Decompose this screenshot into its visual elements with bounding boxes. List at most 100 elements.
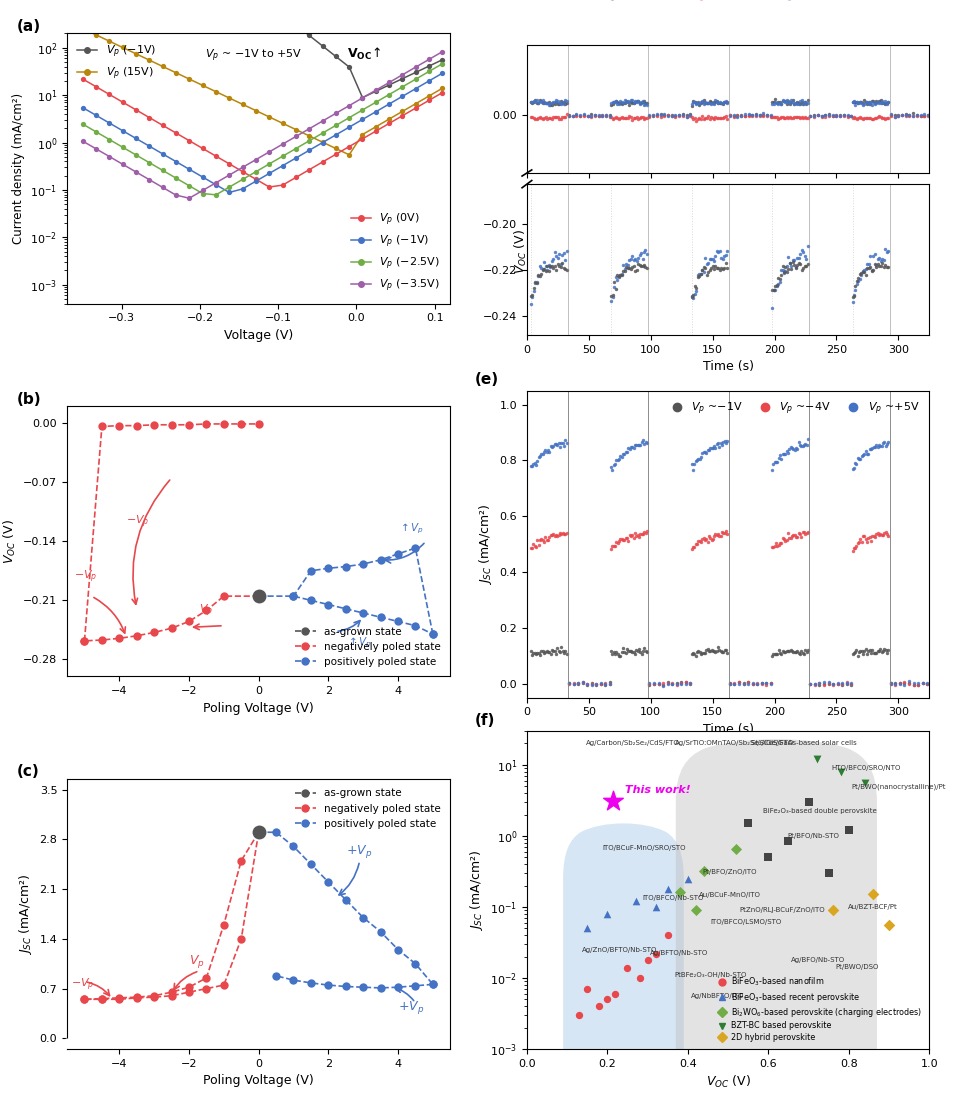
Point: [867, 528, 882, 546]
Point: [623, 108, 638, 126]
Point: [532, 93, 547, 110]
Point: [638, 433, 653, 451]
Point: [703, 259, 718, 277]
Point: [672, 107, 687, 125]
Point: [559, 261, 574, 279]
Point: [609, 94, 625, 112]
Point: [845, 94, 860, 112]
Point: [855, 645, 871, 663]
Point: [655, 674, 671, 692]
Point: [716, 95, 731, 113]
Point: [624, 439, 639, 456]
Point: [703, 250, 718, 268]
Point: [544, 527, 559, 545]
Point: [749, 674, 764, 692]
Point: [632, 526, 648, 543]
Point: [853, 270, 868, 288]
Point: [794, 108, 810, 126]
Point: [531, 95, 546, 113]
Point: [867, 109, 882, 127]
Point: [625, 110, 640, 128]
Point: [803, 675, 818, 693]
Point: [692, 96, 707, 114]
Point: [543, 526, 559, 543]
Point: [791, 95, 807, 113]
Point: [576, 107, 591, 125]
Point: [573, 106, 588, 124]
Point: [593, 674, 608, 692]
Point: [555, 93, 570, 110]
Point: [754, 674, 769, 692]
Point: [531, 94, 546, 112]
Point: [789, 94, 805, 112]
Point: [541, 443, 557, 461]
Point: [846, 287, 861, 305]
Point: [829, 107, 844, 125]
Legend: $V_p$ (0V), $V_p$ ($-$1V), $V_p$ ($-$2.5V), $V_p$ ($-$3.5V): $V_p$ (0V), $V_p$ ($-$1V), $V_p$ ($-$2.5…: [346, 206, 445, 298]
Point: [839, 674, 855, 692]
Point: [816, 675, 832, 693]
Point: [714, 260, 729, 278]
Point: [921, 106, 936, 124]
Point: [545, 526, 560, 543]
Point: [573, 107, 588, 125]
Point: [874, 257, 889, 275]
Point: [561, 674, 577, 692]
Point: [851, 269, 866, 287]
Point: [853, 266, 868, 283]
Text: $+V_p$: $+V_p$: [398, 999, 424, 1016]
Point: [627, 93, 643, 110]
Point: [754, 674, 769, 692]
Point: [764, 461, 780, 479]
Point: [756, 106, 771, 124]
Point: [626, 257, 641, 275]
Point: [635, 93, 650, 110]
Point: [713, 643, 728, 661]
Point: [792, 645, 808, 663]
Point: [628, 527, 644, 545]
Point: [808, 675, 823, 693]
Point: [588, 676, 604, 694]
Point: [566, 675, 582, 693]
Point: [701, 642, 717, 660]
Point: [625, 259, 640, 277]
Text: $-V_p$: $-V_p$: [126, 513, 149, 530]
Point: [825, 107, 840, 125]
Point: [778, 93, 793, 110]
Point: [775, 261, 790, 279]
Point: [741, 107, 756, 125]
Point: [833, 763, 849, 781]
Point: [883, 105, 899, 123]
Point: [700, 107, 716, 125]
Point: [821, 106, 836, 124]
Point: [556, 95, 571, 113]
Point: [874, 526, 889, 543]
Point: [548, 248, 563, 266]
Point: [554, 434, 569, 452]
Point: [625, 247, 640, 264]
Point: [719, 644, 735, 662]
Point: [781, 525, 796, 542]
Point: [861, 642, 877, 660]
Point: [614, 530, 629, 548]
Point: [858, 93, 874, 110]
Point: [696, 258, 711, 276]
Point: [793, 642, 809, 660]
Point: [781, 92, 796, 109]
Point: [795, 522, 810, 540]
Point: [845, 93, 860, 110]
Point: [767, 281, 783, 299]
Point: [592, 998, 607, 1016]
Point: [913, 106, 928, 124]
Point: [604, 537, 620, 555]
Point: [608, 268, 624, 286]
Legend: BiFeO$_3$-based nanofilm, BiFeO$_3$-based recent perovskite, Bi$_2$WO$_6$-based : BiFeO$_3$-based nanofilm, BiFeO$_3$-base…: [714, 972, 925, 1045]
Point: [772, 273, 787, 291]
Point: [694, 645, 709, 663]
Point: [545, 250, 560, 268]
Point: [544, 110, 559, 128]
Point: [779, 257, 794, 275]
Point: [580, 675, 595, 693]
Point: [620, 93, 635, 110]
Point: [689, 279, 704, 297]
